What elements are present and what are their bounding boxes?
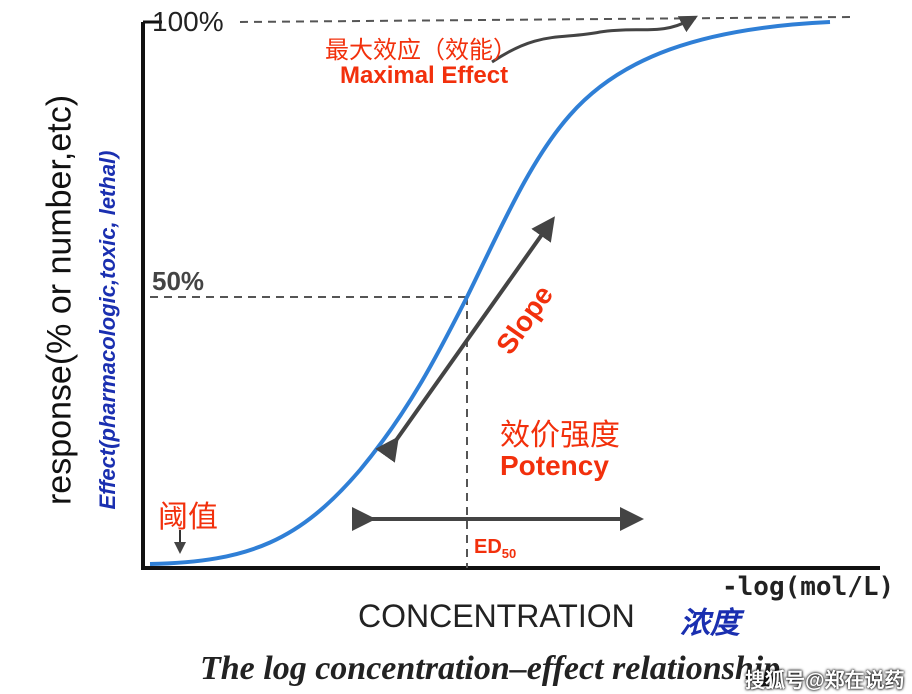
tick-50-percent: 50% bbox=[152, 266, 205, 296]
x-axis-unit: -log(mol/L) bbox=[722, 572, 895, 602]
slope-arrow bbox=[375, 216, 555, 463]
y-axis-effect-label: Effect(pharmacologic,toxic, lethal) bbox=[95, 150, 120, 510]
threshold-label: 阈值 bbox=[158, 501, 218, 534]
tick-100-percent: 100% bbox=[152, 6, 224, 37]
dose-response-curve bbox=[149, 20, 831, 566]
potency-cn-label: 效价强度 bbox=[500, 419, 620, 452]
potency-en-label: Potency bbox=[500, 450, 609, 481]
max-effect-dashed-line bbox=[239, 16, 851, 23]
ed50-text: ED bbox=[474, 536, 502, 558]
ed50-subscript: 50 bbox=[501, 546, 517, 561]
watermark: 搜狐号@郑在说药 bbox=[745, 670, 905, 692]
y-axis-label: response(% or number,etc) bbox=[40, 94, 79, 506]
max-effect-en-label: Maximal Effect bbox=[340, 62, 509, 89]
x-axis-cn-label: 浓度 bbox=[680, 607, 740, 640]
max-effect-pointer-arrow bbox=[491, 15, 698, 64]
ed50-label: ED50 bbox=[474, 536, 516, 561]
x-axis-label: CONCENTRATION bbox=[358, 598, 635, 634]
caption: The log concentration–effect relationshi… bbox=[200, 650, 781, 687]
max-effect-cn-label: 最大效应（效能） bbox=[325, 37, 517, 64]
